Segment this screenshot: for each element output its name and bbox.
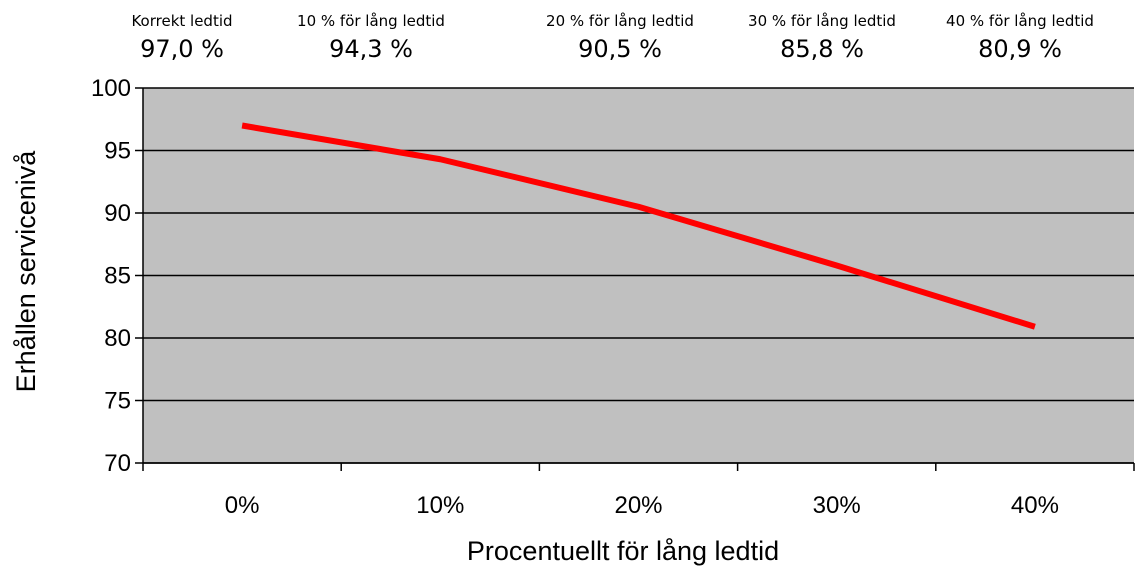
y-tick-label: 80 [104, 325, 131, 352]
annotation-label: 10 % för lång ledtid [297, 12, 445, 30]
x-tick-label: 30% [813, 492, 861, 519]
x-tick-label: 20% [614, 492, 662, 519]
annotation-0: Korrekt ledtid 97,0 % [82, 10, 282, 64]
x-tick-label: 0% [225, 492, 260, 519]
annotation-label: Korrekt ledtid [131, 12, 233, 30]
annotation-1: 10 % för lång ledtid 94,3 % [271, 10, 471, 64]
x-tick-labels: 0% 10% 20% 30% 40% [225, 492, 1059, 519]
y-tick-label: 75 [104, 388, 131, 415]
axes [135, 87, 1135, 471]
annotation-4: 40 % för lång ledtid 80,9 % [920, 10, 1120, 64]
x-tick-label: 10% [416, 492, 464, 519]
series-group [241, 122, 1036, 330]
y-tick-label: 85 [104, 263, 131, 290]
y-axis-title: Erhållen servicenivå [11, 150, 41, 393]
y-tick-label: 95 [104, 138, 131, 165]
annotation-label: 40 % för lång ledtid [946, 12, 1094, 30]
y-tick-labels: 100 95 90 85 80 75 70 [91, 75, 131, 477]
annotation-value: 97,0 % [140, 35, 224, 63]
x-axis-title: Procentuellt för lång ledtid [467, 536, 779, 566]
y-tick-label: 90 [104, 200, 131, 227]
annotation-value: 90,5 % [578, 35, 662, 63]
y-tick-label: 70 [104, 450, 131, 477]
annotation-label: 20 % för lång ledtid [546, 12, 694, 30]
annotation-value: 94,3 % [329, 35, 413, 63]
annotation-2: 20 % för lång ledtid 90,5 % [520, 10, 720, 64]
annotation-label: 30 % för lång ledtid [748, 12, 896, 30]
annotation-value: 80,9 % [978, 35, 1062, 63]
y-tick-label: 100 [91, 75, 131, 102]
annotation-3: 30 % för lång ledtid 85,8 % [722, 10, 922, 64]
x-tick-label: 40% [1011, 492, 1059, 519]
annotation-value: 85,8 % [780, 35, 864, 63]
